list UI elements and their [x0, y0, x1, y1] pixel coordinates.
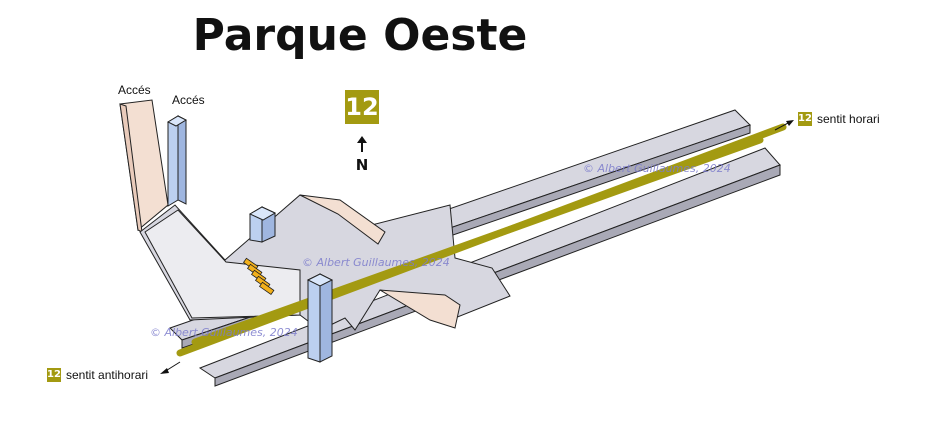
elevator-platform-front [307, 273, 321, 363]
platform-south-side [214, 164, 781, 387]
direction-counterclockwise-label: sentit antihorari [66, 368, 149, 382]
track-2 [191, 136, 764, 346]
north-label: N [355, 156, 369, 174]
elevator-concourse-top [248, 206, 277, 221]
ramp-2 [379, 289, 461, 329]
fare-gate [258, 281, 275, 296]
fare-gates [242, 257, 275, 296]
direction-clockwise: 12 sentit horari [798, 112, 880, 126]
elevator-access-top [166, 115, 188, 127]
line-badge-small: 12 [798, 112, 812, 126]
direction-counterclockwise: 12 sentit antihorari [47, 368, 148, 382]
line-badge-small: 12 [47, 368, 61, 382]
ramp-1 [299, 194, 386, 245]
north-arrow-icon [357, 136, 367, 152]
elevator-platform-side [319, 273, 333, 363]
access-label-1: Accés [118, 83, 151, 97]
watermark-3: © Albert Guillaumes, 2024 [150, 326, 298, 339]
counterclockwise-arrow-icon [160, 361, 181, 374]
clockwise-arrow-icon [774, 120, 794, 131]
watermark-2: © Albert Guillaumes, 2024 [302, 256, 450, 269]
elevator-platform-top [306, 273, 334, 287]
elevator-access-side [177, 115, 187, 205]
watermark-1: © Albert Guillaumes, 2024 [583, 162, 731, 175]
station-title: Parque Oeste [192, 10, 528, 61]
line-badge: 12 [345, 90, 379, 124]
concourse-floor [144, 209, 301, 319]
direction-clockwise-label: sentit horari [817, 112, 880, 126]
elevator-access-front [167, 115, 179, 207]
access-label-2: Accés [172, 93, 205, 107]
